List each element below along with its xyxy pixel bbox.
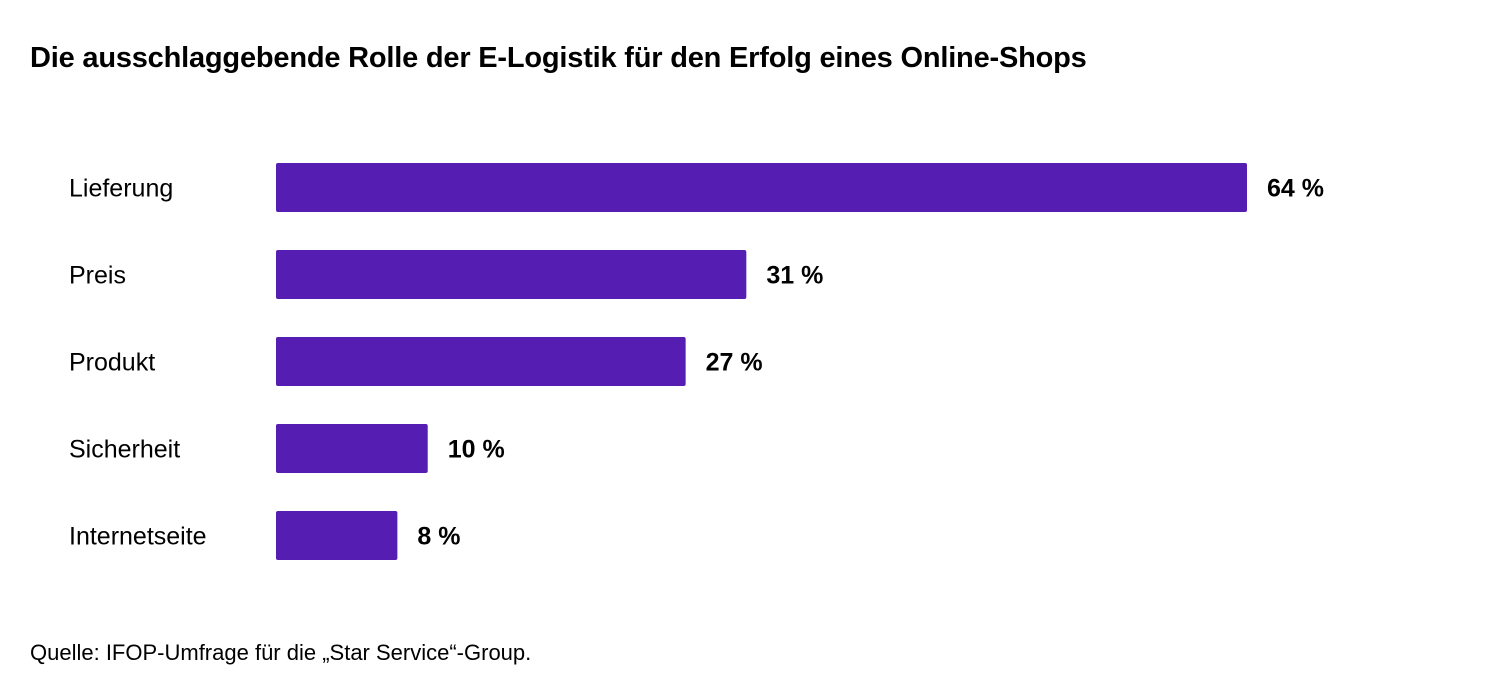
category-label: Lieferung <box>69 175 173 203</box>
value-label: 10 % <box>448 436 505 464</box>
value-label: 64 % <box>1267 175 1324 203</box>
category-label: Produkt <box>69 349 155 377</box>
source-note: Quelle: IFOP-Umfrage für die „Star Servi… <box>30 640 532 665</box>
category-label: Internetseite <box>69 523 207 551</box>
bar-sicherheit <box>276 424 428 473</box>
bar-internetseite <box>276 511 398 560</box>
category-label: Sicherheit <box>69 436 180 464</box>
bar-preis <box>276 250 747 299</box>
value-label: 27 % <box>706 349 763 377</box>
value-label: 8 % <box>417 523 460 551</box>
bar-lieferung <box>276 163 1247 212</box>
category-label: Preis <box>69 262 126 290</box>
bar-produkt <box>276 337 686 386</box>
value-label: 31 % <box>766 262 823 290</box>
chart-title: Die ausschlaggebende Rolle der E-Logisti… <box>30 42 1087 74</box>
